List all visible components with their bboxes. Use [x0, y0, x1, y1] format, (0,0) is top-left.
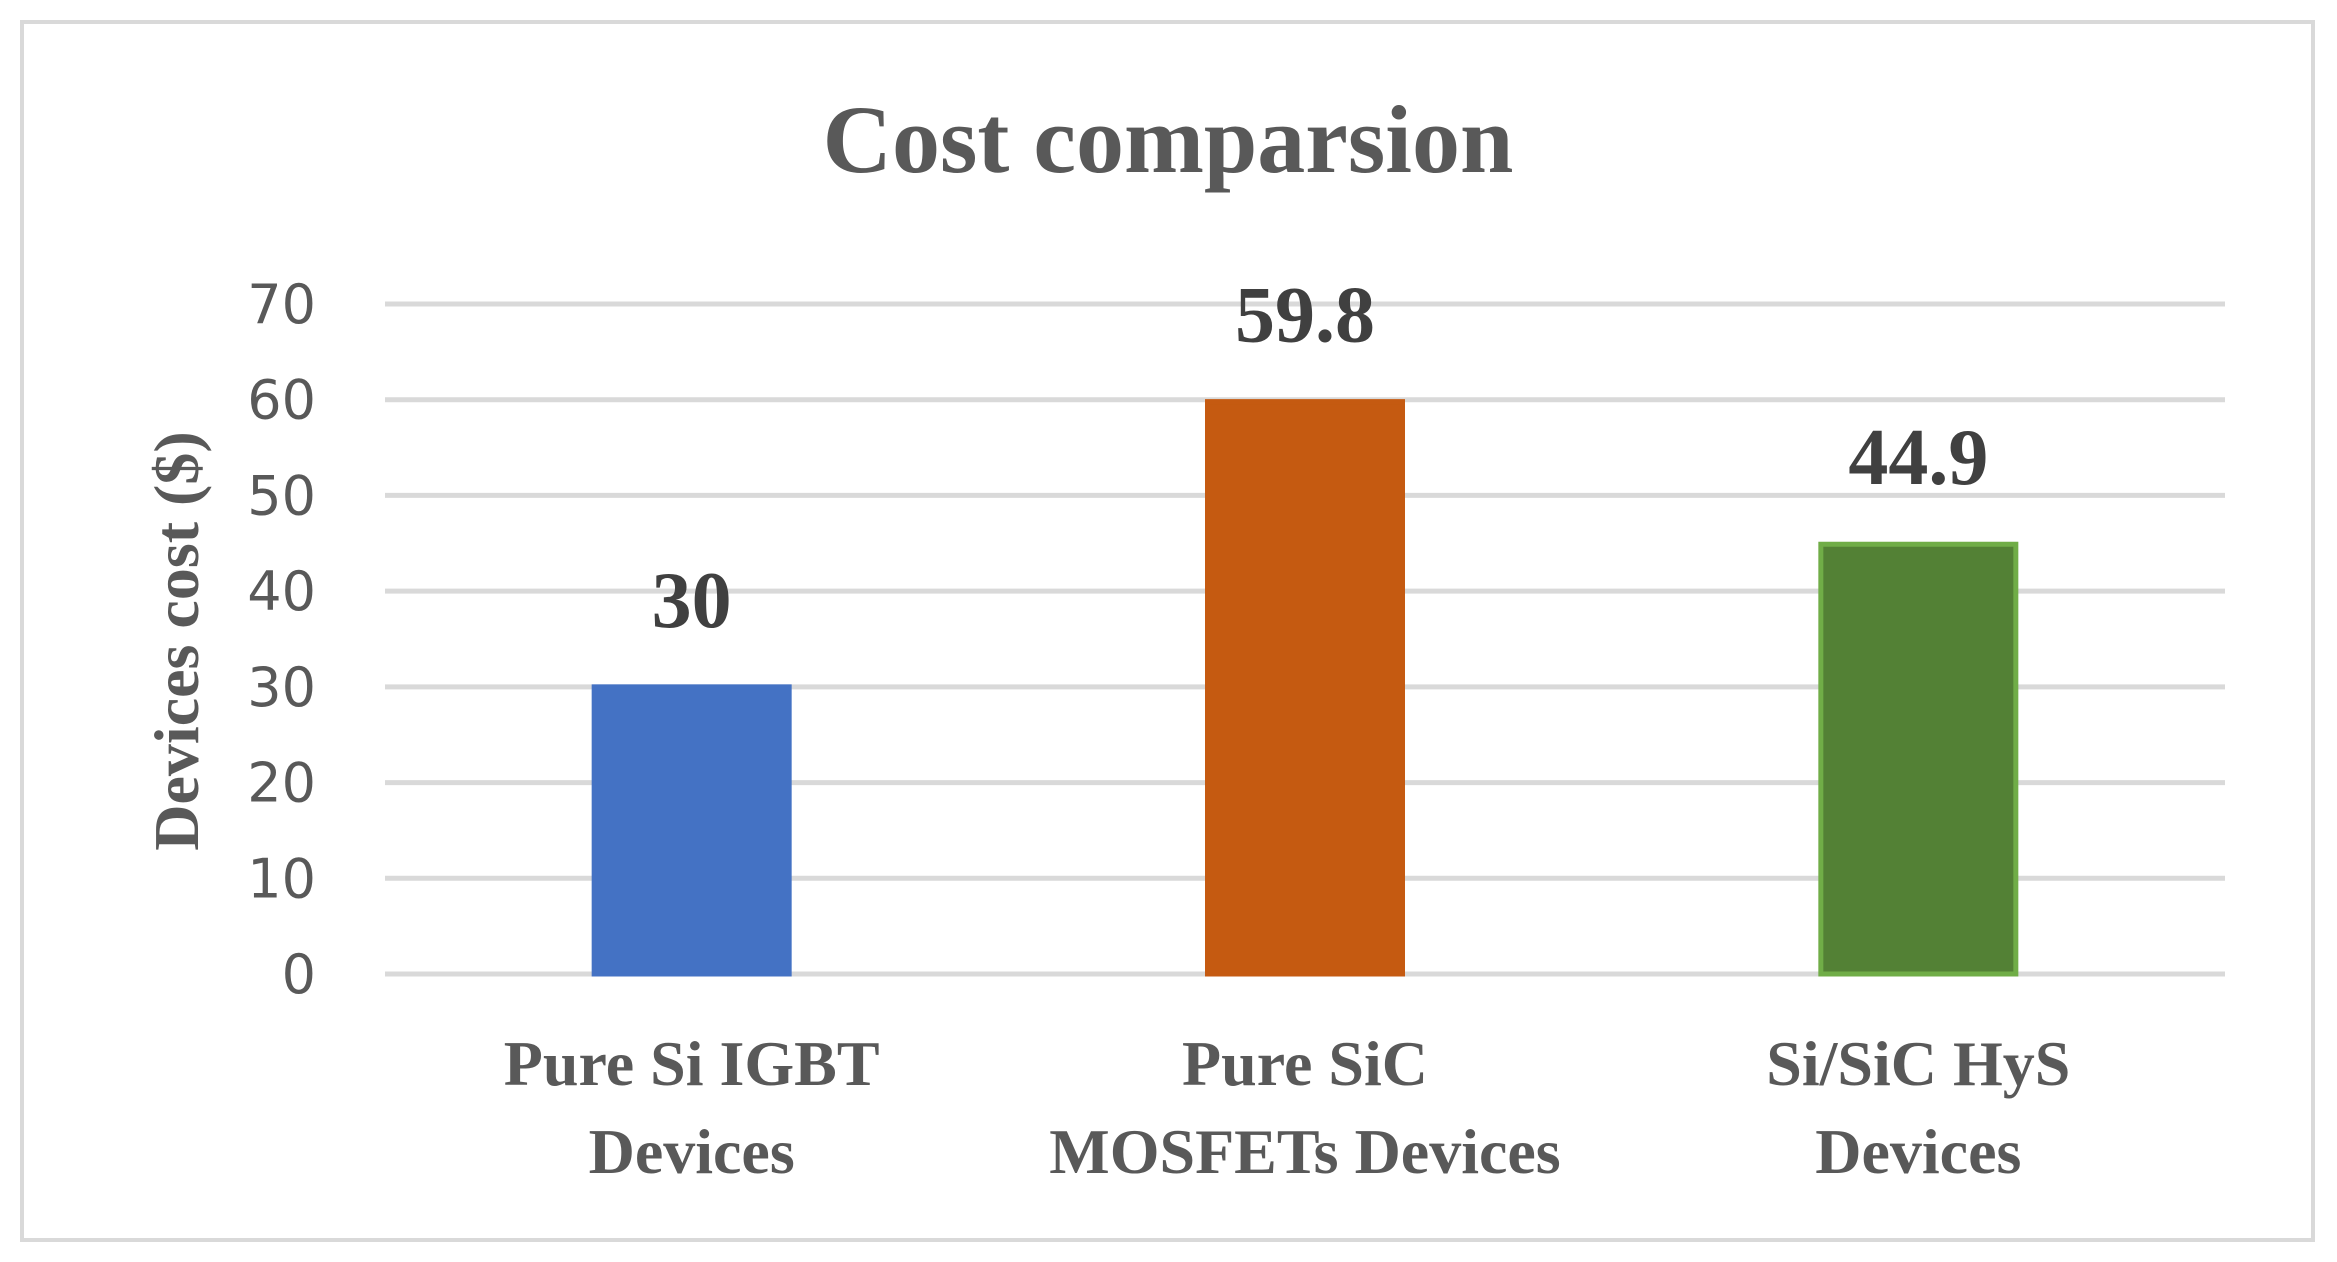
- x-category-label: MOSFETs Devices: [1049, 1116, 1560, 1187]
- bar-2: [1205, 399, 1405, 977]
- x-category-label: Devices: [589, 1116, 795, 1187]
- x-category-label: Devices: [1815, 1116, 2021, 1187]
- y-tick-label: 20: [247, 752, 316, 815]
- y-axis-label: Devices cost ($): [141, 431, 212, 850]
- y-tick-label: 10: [247, 847, 316, 910]
- bars: [591, 399, 2019, 977]
- x-category-label: Si/SiC HyS: [1766, 1028, 2070, 1099]
- bar-1: [591, 684, 792, 977]
- data-label-2: 59.8: [1235, 272, 1375, 360]
- data-label-1: 30: [652, 557, 732, 645]
- bar-3: [1818, 541, 2019, 977]
- data-label-3: 44.9: [1848, 414, 1988, 502]
- y-axis-ticks: 0 10 20 30 40 50 60 70: [247, 273, 316, 1006]
- y-tick-label: 30: [247, 656, 316, 719]
- chart-title: Cost comparsion: [823, 86, 1514, 193]
- x-axis-categories: Pure Si IGBT Devices Pure SiC MOSFETs Devic…: [504, 1028, 2071, 1187]
- y-tick-label: 40: [247, 560, 316, 623]
- x-category-label: Pure SiC: [1182, 1028, 1428, 1099]
- y-tick-label: 70: [247, 273, 316, 336]
- x-category-label: Pure Si IGBT: [504, 1028, 880, 1099]
- y-tick-label: 50: [247, 464, 316, 527]
- data-labels: 30 59.8 44.9: [652, 272, 1989, 645]
- y-tick-label: 0: [282, 943, 316, 1006]
- y-tick-label: 60: [247, 369, 316, 432]
